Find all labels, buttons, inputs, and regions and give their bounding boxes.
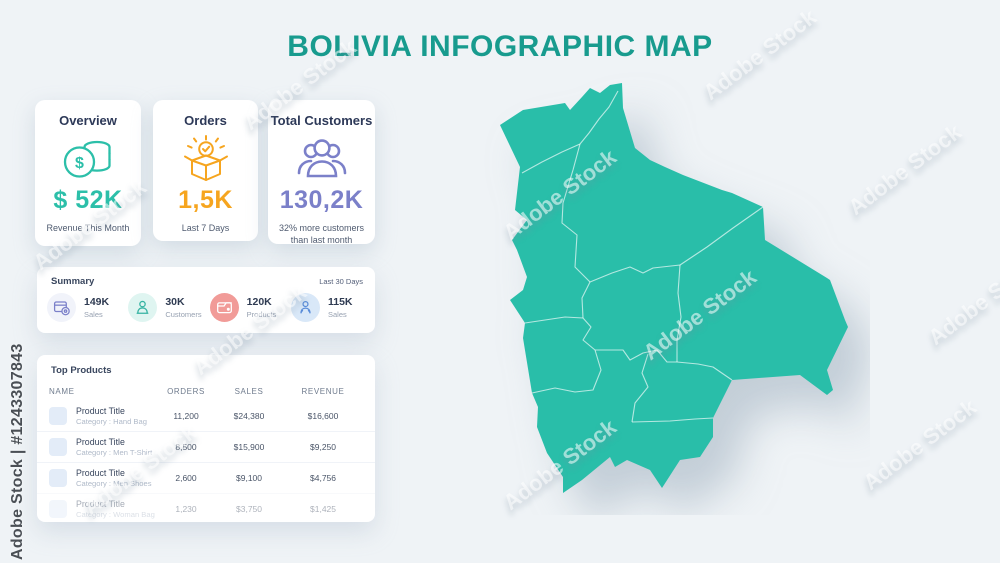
stat-value: 115K bbox=[327, 296, 353, 308]
summary-stat-sales-0: 149K Sales bbox=[47, 293, 127, 322]
summary-panel: Summary Last 30 Days 149K Sales 30K Custome… bbox=[37, 267, 375, 333]
table-row[interactable]: Product Title Category : Men Shoes 2,600 $9… bbox=[37, 462, 375, 493]
overview-subtitle: Revenue This Month bbox=[46, 223, 130, 233]
product-thumbnail bbox=[49, 407, 67, 425]
stat-value: 120K bbox=[246, 296, 272, 308]
revenue-cell: $16,600 bbox=[307, 411, 339, 421]
orders-cell: 1,230 bbox=[175, 504, 197, 514]
customer-icon bbox=[128, 293, 158, 322]
table-row[interactable]: Product Title Category : Hand Bag 11,200 $2… bbox=[37, 401, 375, 431]
summary-stat-customers-1: 30K Customers bbox=[128, 293, 208, 322]
product-name-cell: Product Title Category : Men T-Shirt bbox=[49, 436, 157, 458]
stat-text: 149K Sales bbox=[84, 296, 109, 319]
product-category: Category : Hand Bag bbox=[76, 417, 147, 427]
stat-text: 30K Customers bbox=[165, 296, 201, 319]
total-customers-card: Total Customers 130,2K 32% more customer… bbox=[268, 100, 375, 246]
total-customers-card-title: Total Customers bbox=[270, 113, 373, 128]
svg-text:$: $ bbox=[75, 155, 84, 172]
summary-stat-products-2: 120K Products bbox=[209, 293, 290, 322]
watermark-text: Adobe Stock bbox=[923, 249, 1000, 351]
table-row[interactable]: Product Title Category : Woman Bag 1,230 $3… bbox=[37, 493, 375, 522]
product-thumbnail bbox=[49, 500, 67, 518]
product-title: Product Title bbox=[76, 498, 125, 509]
watermark-text: Adobe Stock bbox=[858, 394, 981, 496]
product-thumbnail bbox=[49, 438, 67, 456]
product-title: Product Title bbox=[76, 436, 125, 447]
summary-stats-row: 149K Sales 30K Customers 120K Products 115K Sal… bbox=[47, 293, 371, 322]
stat-value: 30K bbox=[165, 296, 185, 308]
orders-card-title: Orders bbox=[184, 113, 227, 128]
sales-box-icon bbox=[47, 293, 76, 322]
summary-period-label: Last 30 Days bbox=[319, 277, 363, 286]
orders-value: 1,5K bbox=[178, 186, 233, 214]
table-header-row: NAME ORDERS SALES REVENUE bbox=[37, 383, 375, 399]
department-borders bbox=[521, 90, 764, 423]
table-body: Product Title Category : Hand Bag 11,200 $2… bbox=[37, 401, 375, 522]
coins-icon: $ bbox=[35, 132, 141, 186]
orders-subtitle: Last 7 Days bbox=[181, 223, 230, 233]
top-products-title: Top Products bbox=[51, 365, 112, 376]
orders-cell: 11,200 bbox=[173, 411, 199, 421]
product-name-cell: Product Title Category : Hand Bag bbox=[49, 405, 157, 427]
orders-card: Orders 1,5K Last 7 Days bbox=[153, 100, 258, 241]
person-icon bbox=[290, 293, 320, 322]
overview-card: Overview $ $ 52K Revenue This Month bbox=[35, 100, 141, 246]
product-title: Product Title bbox=[76, 405, 125, 416]
bolivia-map bbox=[500, 83, 848, 493]
product-thumbnail bbox=[49, 469, 67, 487]
total-customers-subtitle: 32% more customers than last month bbox=[278, 223, 365, 246]
total-customers-value: 130,2K bbox=[279, 186, 364, 214]
revenue-cell: $4,756 bbox=[310, 473, 336, 483]
stock-id-watermark: Adobe Stock | #1243307843 bbox=[9, 343, 26, 560]
revenue-cell: $9,250 bbox=[310, 442, 336, 452]
column-header-revenue: REVENUE bbox=[301, 386, 345, 396]
summary-stat-sales-3: 115K Sales bbox=[290, 293, 371, 322]
product-category: Category : Men T-Shirt bbox=[76, 448, 153, 458]
top-products-panel: Top Products NAME ORDERS SALES REVENUE Prod… bbox=[37, 355, 375, 522]
sales-cell: $3,750 bbox=[236, 504, 262, 514]
sales-cell: $24,380 bbox=[233, 411, 265, 421]
order-box-icon bbox=[153, 132, 258, 186]
stat-text: 120K Products bbox=[247, 296, 277, 319]
orders-cell: 8,500 bbox=[175, 442, 197, 452]
wallet-icon bbox=[209, 293, 239, 322]
customers-icon bbox=[268, 132, 375, 186]
product-category: Category : Men Shoes bbox=[76, 479, 152, 489]
orders-cell: 2,600 bbox=[175, 473, 197, 483]
overview-card-title: Overview bbox=[59, 113, 117, 128]
sales-cell: $9,100 bbox=[236, 473, 262, 483]
stat-label: Customers bbox=[165, 310, 202, 319]
sales-cell: $15,900 bbox=[233, 442, 265, 452]
summary-title: Summary bbox=[51, 276, 95, 287]
revenue-cell: $1,425 bbox=[310, 504, 336, 514]
product-title: Product Title bbox=[76, 467, 125, 478]
stat-label: Sales bbox=[327, 310, 347, 319]
column-header-name: NAME bbox=[49, 386, 75, 396]
stat-text: 115K Sales bbox=[328, 296, 353, 319]
product-category: Category : Woman Bag bbox=[76, 510, 155, 520]
overview-value: $ 52K bbox=[53, 186, 123, 214]
column-header-sales: SALES bbox=[234, 386, 264, 396]
stat-label: Sales bbox=[84, 310, 103, 319]
product-name-cell: Product Title Category : Men Shoes bbox=[49, 467, 157, 489]
table-row[interactable]: Product Title Category : Men T-Shirt 8,500… bbox=[37, 431, 375, 462]
column-header-orders: ORDERS bbox=[167, 386, 205, 396]
bolivia-outline bbox=[500, 83, 848, 493]
stat-value: 149K bbox=[84, 296, 110, 308]
product-name-cell: Product Title Category : Woman Bag bbox=[49, 498, 157, 520]
stat-label: Products bbox=[246, 310, 277, 319]
page-title: BOLIVIA INFOGRAPHIC MAP bbox=[287, 30, 713, 63]
